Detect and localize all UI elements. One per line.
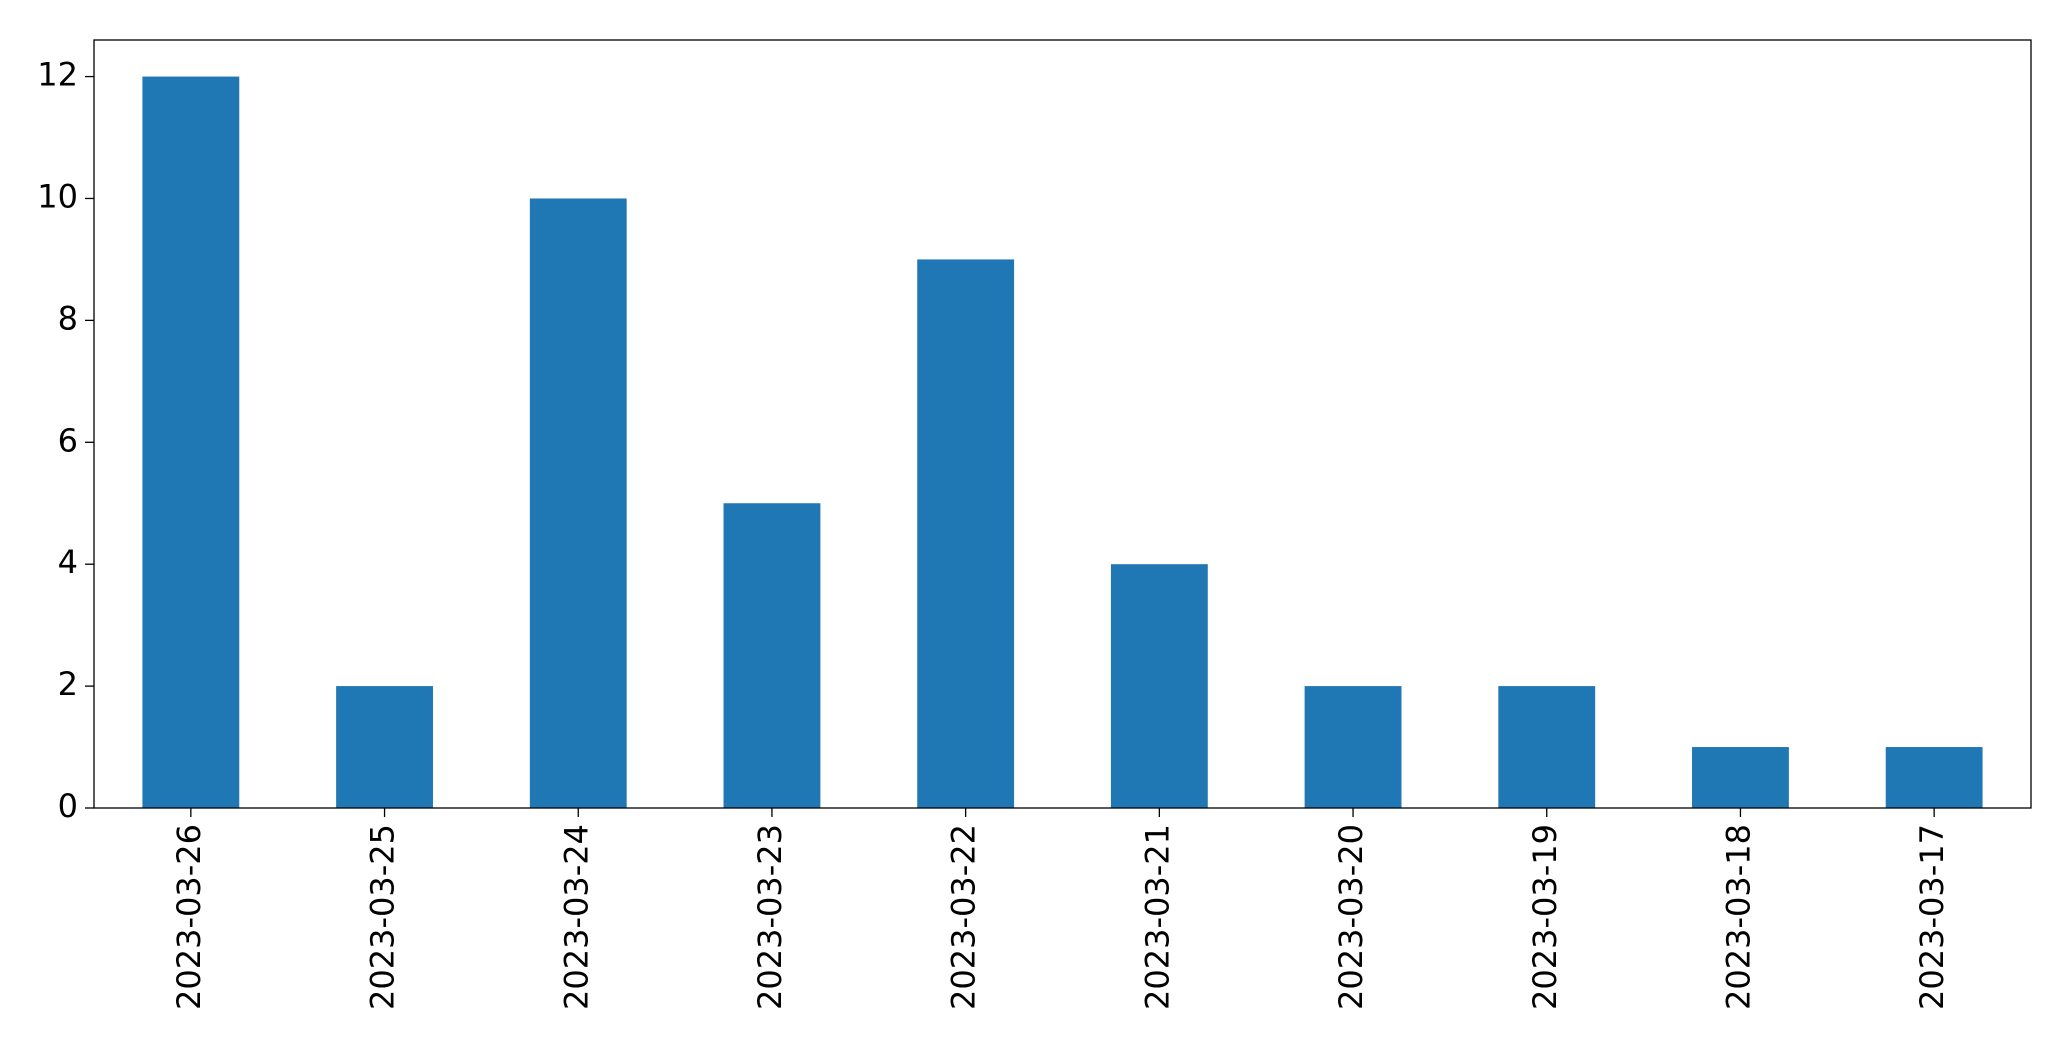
bar [723, 503, 821, 808]
bar [529, 198, 627, 808]
x-tick-label: 2023-03-24 [557, 824, 595, 1010]
bar [1110, 564, 1208, 808]
y-tick-label: 4 [58, 543, 78, 581]
y-tick-label: 8 [58, 299, 78, 337]
x-tick-label: 2023-03-17 [1913, 824, 1951, 1010]
x-tick-label: 2023-03-21 [1138, 824, 1176, 1010]
bar [142, 76, 240, 809]
bar [1885, 747, 1983, 808]
x-tick-label: 2023-03-20 [1332, 824, 1370, 1010]
x-tick-label: 2023-03-22 [945, 824, 983, 1010]
y-tick-label: 0 [58, 787, 78, 825]
bar [1692, 747, 1789, 808]
y-tick-label: 2 [58, 665, 78, 703]
x-tick-label: 2023-03-26 [170, 824, 208, 1010]
y-tick-label: 10 [37, 177, 78, 215]
plot-frame [93, 39, 2032, 809]
y-tick-label: 12 [37, 56, 78, 94]
x-tick-label: 2023-03-18 [1719, 824, 1757, 1010]
x-tick-label: 2023-03-19 [1526, 824, 1564, 1010]
bar [336, 686, 433, 808]
x-tick-label: 2023-03-25 [364, 824, 402, 1010]
x-tick-label: 2023-03-23 [751, 824, 789, 1010]
y-tick-label: 6 [58, 421, 78, 459]
bar [1304, 686, 1402, 808]
bar [1498, 686, 1596, 808]
bar [917, 259, 1015, 808]
